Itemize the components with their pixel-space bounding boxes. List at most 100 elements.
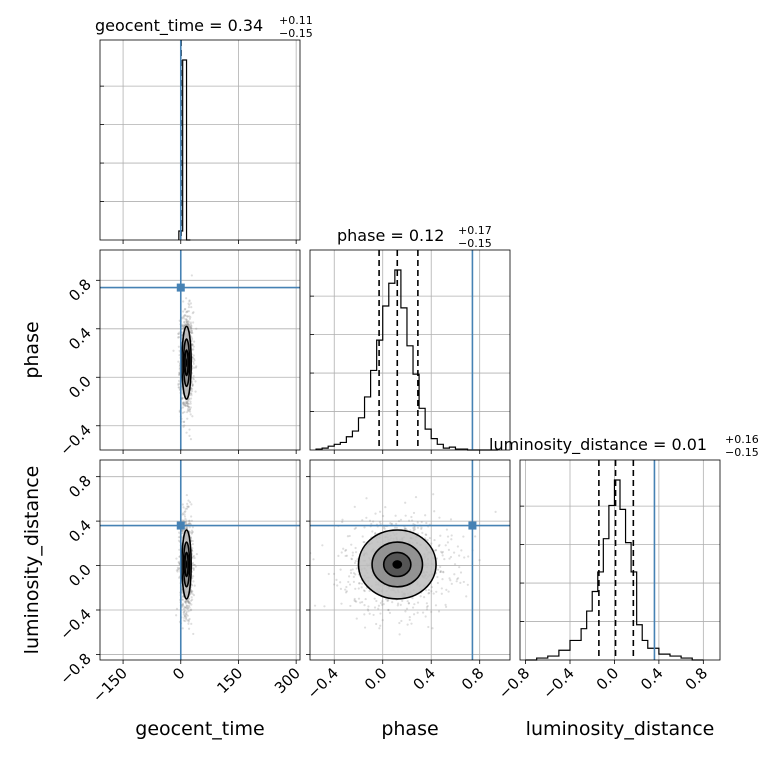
- scatter-point: [448, 557, 451, 560]
- title-luminosity-distance-main: luminosity_distance = 0.01: [489, 435, 707, 455]
- title-phase-main: phase = 0.12: [337, 226, 444, 245]
- scatter-point: [192, 632, 195, 636]
- truth-marker: [176, 521, 185, 530]
- scatter-point: [352, 575, 355, 579]
- title-luminosity-distance: luminosity_distance = 0.01 +0.16 −0.15: [489, 433, 759, 459]
- scatter-point: [462, 535, 465, 538]
- scatter-point: [192, 563, 195, 566]
- scatter-point: [185, 320, 188, 323]
- scatter-point: [192, 594, 196, 597]
- scatter-point: [387, 608, 390, 612]
- scatter-point: [186, 323, 189, 326]
- scatter-point: [351, 568, 354, 571]
- scatter-point: [190, 336, 193, 339]
- scatter-point: [361, 601, 364, 604]
- scatter-point: [190, 531, 194, 534]
- scatter-point: [182, 402, 185, 405]
- scatter-point: [182, 611, 185, 614]
- scatter-point: [362, 540, 365, 544]
- scatter-point: [187, 505, 190, 508]
- scatter-point: [394, 514, 397, 517]
- scatter-point: [189, 536, 193, 540]
- scatter-point: [353, 597, 356, 601]
- scatter-point: [450, 534, 453, 537]
- scatter-point: [416, 601, 420, 604]
- scatter-point: [426, 604, 429, 608]
- scatter-point: [186, 409, 189, 412]
- scatter-point: [193, 359, 196, 362]
- scatter-point: [187, 622, 190, 625]
- scatter-point: [184, 521, 187, 524]
- contour-1: [182, 541, 191, 588]
- scatter-point: [368, 589, 371, 593]
- scatter-point: [175, 557, 178, 560]
- scatter-point: [474, 535, 477, 538]
- scatter-point: [183, 610, 186, 614]
- title-luminosity-distance-minus: −0.15: [725, 446, 759, 459]
- scatter-point: [353, 561, 357, 565]
- scatter-point: [444, 603, 447, 606]
- scatter-point: [436, 581, 440, 585]
- scatter-point: [191, 377, 194, 380]
- scatter-point: [450, 538, 453, 541]
- scatter-point: [416, 611, 419, 614]
- scatter-point: [191, 415, 194, 418]
- scatter-point: [181, 529, 184, 533]
- grid-geocent-time: [100, 40, 300, 240]
- scatter-point: [192, 375, 195, 378]
- scatter-point: [421, 611, 425, 614]
- scatter-point: [404, 501, 407, 504]
- scatter-point: [401, 599, 404, 602]
- scatter-point: [190, 584, 193, 587]
- scatter-point: [362, 589, 366, 592]
- scatter-point: [363, 626, 367, 629]
- scatter-point: [177, 536, 181, 539]
- scatter-point: [183, 314, 186, 317]
- xtick-label-0: −150: [89, 664, 131, 706]
- scatter-point: [430, 590, 433, 593]
- scatter-point: [187, 306, 191, 309]
- scatter-point: [344, 548, 348, 552]
- scatter-point: [188, 604, 191, 607]
- scatter-point: [185, 527, 188, 530]
- scatter-point: [439, 569, 442, 573]
- grid-luminosity-distance: [520, 460, 720, 660]
- scatter-point: [186, 505, 189, 508]
- scatter-point: [453, 563, 457, 566]
- scatter-point: [187, 324, 191, 327]
- scatter-point: [189, 406, 192, 409]
- scatter-point: [187, 505, 190, 508]
- scatter-point: [192, 348, 195, 351]
- scatter-point: [440, 550, 443, 553]
- scatter-point: [189, 523, 192, 526]
- scatter-point: [185, 323, 188, 327]
- scatter-point: [191, 550, 194, 553]
- scatter-point: [191, 577, 194, 580]
- scatter-point: [460, 549, 463, 552]
- scatter-point: [188, 526, 191, 529]
- scatter-point: [188, 602, 191, 605]
- scatter-point: [191, 384, 194, 387]
- scatter-point: [181, 397, 184, 400]
- scatter-point: [183, 321, 186, 324]
- scatter-point: [434, 549, 437, 552]
- scatter-point: [194, 565, 197, 568]
- scatter-point: [183, 606, 186, 609]
- scatter-point: [432, 592, 435, 595]
- scatter-point: [349, 604, 352, 608]
- scatter-point: [191, 561, 195, 565]
- scatter-point: [181, 324, 184, 328]
- scatter-point: [177, 345, 180, 348]
- scatter-point: [185, 507, 189, 510]
- scatter-point: [430, 542, 433, 545]
- scatter-point: [187, 406, 190, 409]
- scatter-point: [443, 558, 446, 561]
- scatter-point: [389, 522, 392, 525]
- panel-frame: [99, 459, 301, 661]
- scatter-point: [181, 316, 184, 319]
- panel-geocent-time-vs-phase: −0.4 0.0 0.4 0.8: [56, 249, 301, 459]
- panel-frame: [99, 39, 301, 241]
- scatter-point: [181, 331, 184, 334]
- scatter-point: [463, 556, 466, 559]
- scatter-point: [187, 407, 190, 410]
